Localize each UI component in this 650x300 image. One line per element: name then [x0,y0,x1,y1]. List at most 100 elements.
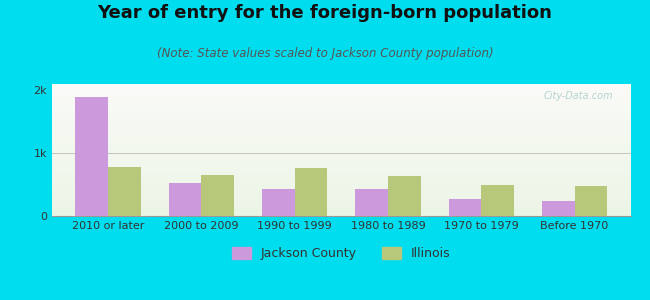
Bar [52,140,630,141]
Bar [52,115,630,116]
Text: City-Data.com: City-Data.com [543,91,613,100]
Bar [52,136,630,137]
Bar [52,180,630,181]
Bar [52,90,630,91]
Bar [52,188,630,189]
Text: Year of entry for the foreign-born population: Year of entry for the foreign-born popul… [98,4,552,22]
Bar [52,146,630,147]
Bar [52,85,630,86]
Bar [52,89,630,90]
Bar [52,125,630,126]
Bar [52,187,630,188]
Bar [52,153,630,154]
Bar [52,130,630,131]
Bar [52,177,630,178]
Bar [52,147,630,148]
Bar [52,117,630,118]
Bar [52,123,630,124]
Bar [52,154,630,155]
Bar [168,183,202,216]
Bar [52,213,630,214]
Bar [52,169,630,170]
Bar [52,104,630,105]
Bar [542,201,575,216]
Bar [52,202,630,203]
Bar [52,198,630,199]
Bar [52,108,630,109]
Bar [52,211,630,212]
Bar [52,91,630,92]
Bar [52,122,630,123]
Bar [52,116,630,117]
Bar [52,205,630,206]
Bar [52,96,630,97]
Bar [75,97,108,216]
Bar [52,143,630,144]
Bar [52,167,630,168]
Bar [52,145,630,146]
Bar [52,102,630,103]
Bar [52,160,630,161]
Bar [52,184,630,185]
Bar [52,93,630,94]
Bar [52,151,630,152]
Bar [52,192,630,193]
Bar [52,194,630,195]
Bar [52,173,630,174]
Bar [52,129,630,130]
Bar [52,201,630,202]
Bar [52,210,630,211]
Bar [52,157,630,158]
Bar [52,100,630,101]
Bar [52,142,630,143]
Bar [52,159,630,160]
Bar [52,179,630,180]
Bar [52,185,630,186]
Bar [52,120,630,121]
Bar [52,112,630,113]
Bar [52,97,630,98]
Bar [52,204,630,205]
Bar [52,161,630,162]
Bar [52,183,630,184]
Bar [52,162,630,163]
Bar [52,195,630,196]
Bar [52,208,630,209]
Bar [52,206,630,207]
Bar [52,110,630,111]
Bar [52,182,630,183]
Bar [52,88,630,89]
Bar [52,128,630,129]
Bar [448,199,481,216]
Bar [52,203,630,204]
Bar [52,181,630,182]
Bar [52,186,630,187]
Bar [52,200,630,201]
Text: (Note: State values scaled to Jackson County population): (Note: State values scaled to Jackson Co… [157,46,493,59]
Bar [52,101,630,102]
Bar [52,170,630,171]
Bar [52,137,630,138]
Bar [52,199,630,200]
Bar [52,109,630,110]
Bar [52,141,630,142]
Bar [52,148,630,149]
Bar [52,152,630,153]
Bar [356,189,388,216]
Bar [52,168,630,169]
Bar [52,190,630,191]
Bar [52,172,630,173]
Bar [52,118,630,119]
Bar [52,171,630,172]
Bar [52,209,630,210]
Bar [575,187,607,216]
Bar [52,92,630,93]
Bar [52,197,630,198]
Bar [52,98,630,99]
Bar [52,138,630,139]
Bar [52,155,630,156]
Bar [52,150,630,151]
Bar [52,113,630,114]
Bar [52,207,630,208]
Bar [52,124,630,125]
